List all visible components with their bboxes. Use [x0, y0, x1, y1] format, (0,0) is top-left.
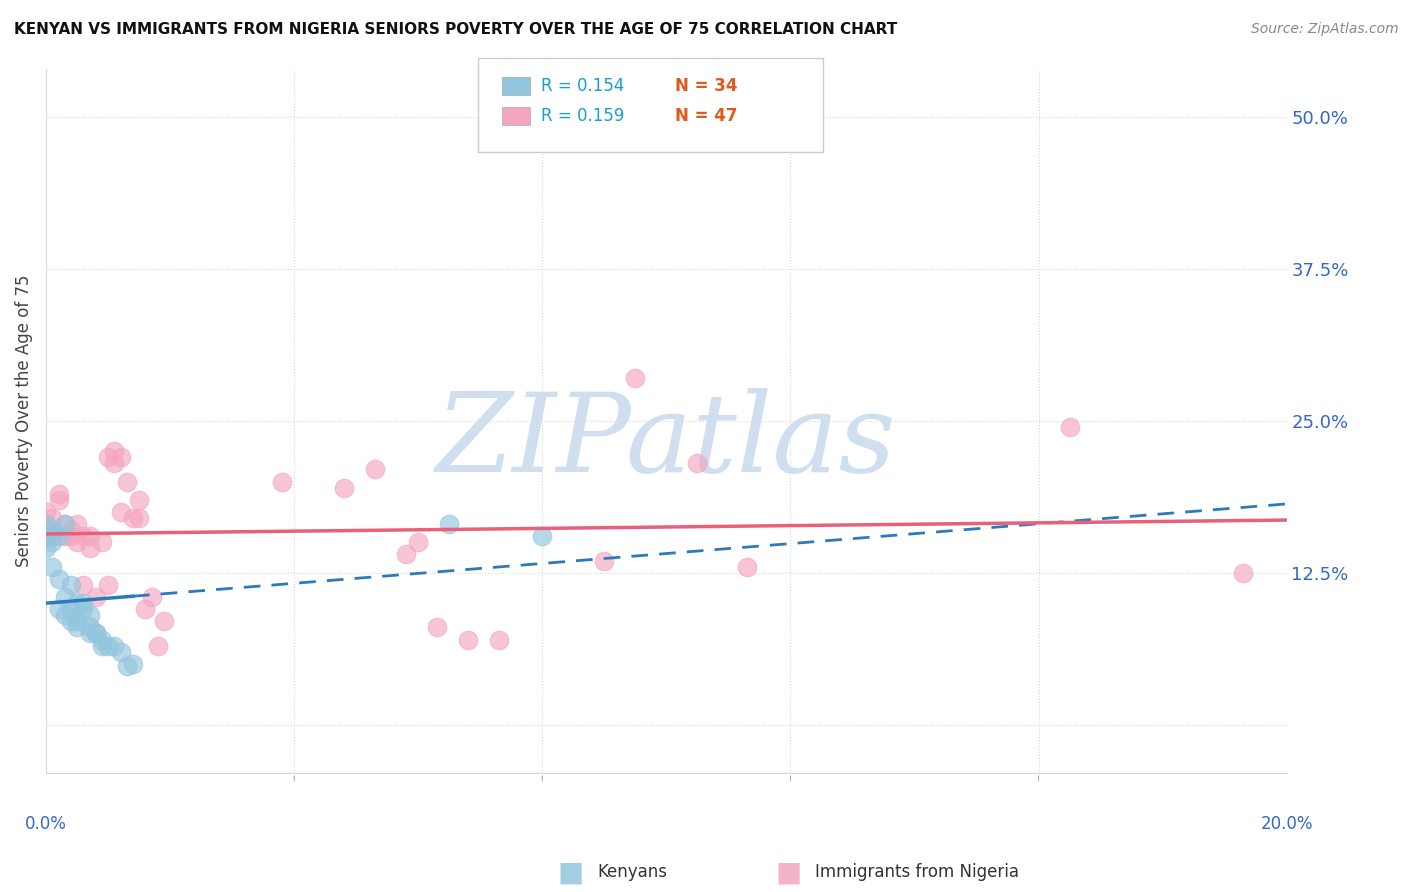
Point	[41, 529, 63, 543]
Text: N = 34: N = 34	[675, 77, 737, 95]
Point	[122, 511, 145, 525]
Point	[146, 639, 169, 653]
Point	[72, 529, 94, 543]
Point	[72, 602, 94, 616]
Text: KENYAN VS IMMIGRANTS FROM NIGERIA SENIORS POVERTY OVER THE AGE OF 75 CORRELATION: KENYAN VS IMMIGRANTS FROM NIGERIA SENIOR…	[14, 22, 897, 37]
Point	[53, 590, 76, 604]
Text: R = 0.159: R = 0.159	[541, 107, 624, 125]
Point	[53, 608, 76, 623]
Text: ■: ■	[775, 858, 801, 887]
Point	[48, 487, 70, 501]
Point	[141, 590, 163, 604]
Point	[1059, 420, 1081, 434]
Point	[59, 578, 82, 592]
Point	[41, 511, 63, 525]
Point	[35, 529, 58, 543]
Point	[97, 639, 120, 653]
Point	[66, 535, 89, 549]
Point	[624, 371, 647, 385]
Point	[59, 615, 82, 629]
Point	[153, 615, 176, 629]
Text: Source: ZipAtlas.com: Source: ZipAtlas.com	[1251, 22, 1399, 37]
Point	[735, 559, 758, 574]
Point	[134, 602, 156, 616]
Text: R = 0.154: R = 0.154	[541, 77, 624, 95]
Point	[59, 523, 82, 537]
Point	[115, 659, 138, 673]
Point	[122, 657, 145, 671]
Text: 20.0%: 20.0%	[1260, 815, 1313, 833]
Point	[41, 535, 63, 549]
Point	[103, 639, 125, 653]
Point	[48, 602, 70, 616]
Point	[364, 462, 387, 476]
Point	[97, 450, 120, 465]
Point	[395, 548, 418, 562]
Y-axis label: Seniors Poverty Over the Age of 75: Seniors Poverty Over the Age of 75	[15, 275, 32, 567]
Point	[41, 523, 63, 537]
Point	[35, 529, 58, 543]
Point	[59, 529, 82, 543]
Point	[1232, 566, 1254, 580]
Point	[48, 529, 70, 543]
Point	[91, 639, 114, 653]
Point	[66, 517, 89, 532]
Point	[35, 523, 58, 537]
Point	[72, 596, 94, 610]
Point	[128, 492, 150, 507]
Point	[53, 517, 76, 532]
Point	[270, 475, 292, 489]
Point	[84, 626, 107, 640]
Point	[84, 626, 107, 640]
Point	[66, 596, 89, 610]
Point	[72, 578, 94, 592]
Point	[593, 553, 616, 567]
Point	[41, 559, 63, 574]
Point	[110, 505, 132, 519]
Text: N = 47: N = 47	[675, 107, 737, 125]
Point	[128, 511, 150, 525]
Point	[53, 517, 76, 532]
Text: Kenyans: Kenyans	[598, 863, 668, 881]
Point	[84, 590, 107, 604]
Point	[439, 517, 461, 532]
Point	[103, 444, 125, 458]
Point	[91, 535, 114, 549]
Point	[79, 608, 101, 623]
Point	[488, 632, 510, 647]
Point	[91, 632, 114, 647]
Point	[79, 541, 101, 556]
Point	[79, 620, 101, 634]
Point	[408, 535, 430, 549]
Point	[333, 481, 356, 495]
Point	[66, 615, 89, 629]
Point	[531, 529, 554, 543]
Point	[79, 626, 101, 640]
Text: ZIPatlas: ZIPatlas	[436, 388, 897, 496]
Text: ■: ■	[557, 858, 583, 887]
Point	[426, 620, 449, 634]
Point	[35, 541, 58, 556]
Point	[457, 632, 479, 647]
Point	[97, 578, 120, 592]
Point	[79, 529, 101, 543]
Point	[110, 450, 132, 465]
Point	[35, 505, 58, 519]
Point	[53, 529, 76, 543]
Text: 0.0%: 0.0%	[25, 815, 67, 833]
Point	[66, 620, 89, 634]
Point	[110, 645, 132, 659]
Point	[48, 572, 70, 586]
Point	[686, 456, 709, 470]
Text: Immigrants from Nigeria: Immigrants from Nigeria	[815, 863, 1019, 881]
Point	[48, 492, 70, 507]
Point	[103, 456, 125, 470]
Point	[35, 517, 58, 532]
Point	[115, 475, 138, 489]
Point	[59, 602, 82, 616]
